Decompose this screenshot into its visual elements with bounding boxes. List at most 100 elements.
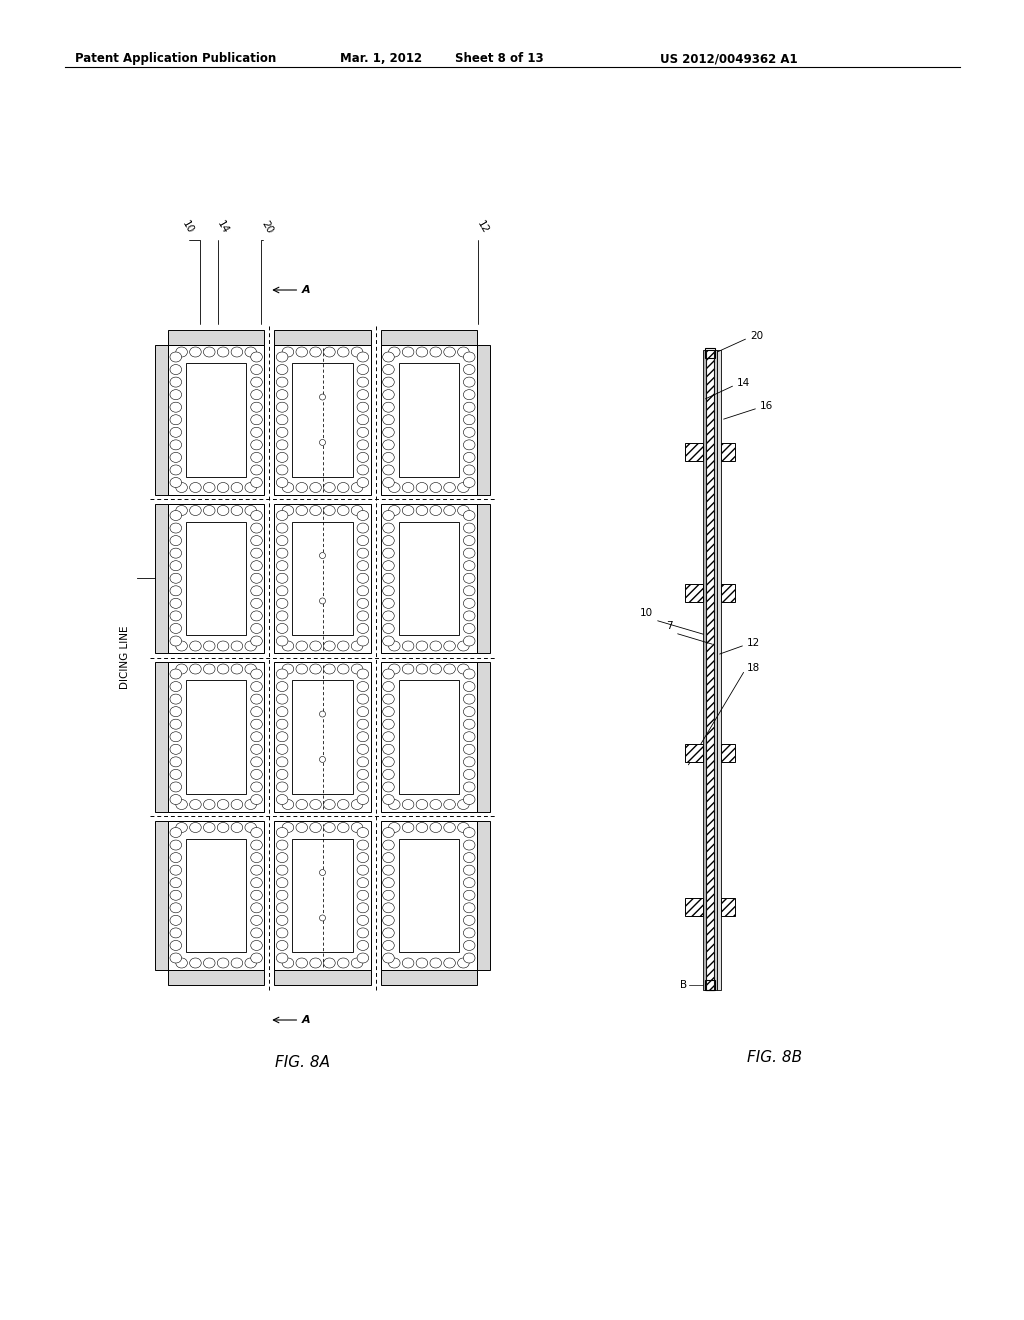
Ellipse shape — [189, 347, 202, 356]
Ellipse shape — [170, 523, 181, 533]
Ellipse shape — [251, 915, 262, 925]
Ellipse shape — [464, 781, 475, 792]
Ellipse shape — [251, 781, 262, 792]
Ellipse shape — [170, 770, 181, 779]
Ellipse shape — [338, 664, 349, 675]
Circle shape — [319, 553, 326, 558]
Bar — [685, 585, 703, 602]
Text: Patent Application Publication: Patent Application Publication — [75, 51, 276, 65]
Ellipse shape — [464, 465, 475, 475]
Ellipse shape — [458, 664, 469, 675]
Ellipse shape — [283, 800, 294, 809]
Ellipse shape — [324, 664, 335, 675]
Ellipse shape — [383, 669, 394, 678]
Ellipse shape — [324, 506, 335, 516]
Ellipse shape — [170, 352, 181, 362]
Ellipse shape — [276, 940, 288, 950]
Ellipse shape — [170, 623, 181, 634]
Bar — [168, 330, 264, 345]
Ellipse shape — [464, 706, 475, 717]
Ellipse shape — [464, 903, 475, 913]
Ellipse shape — [443, 642, 456, 651]
Bar — [721, 444, 735, 462]
Ellipse shape — [402, 958, 414, 968]
Ellipse shape — [458, 800, 469, 809]
Ellipse shape — [383, 770, 394, 779]
Ellipse shape — [276, 440, 288, 450]
Ellipse shape — [170, 389, 181, 400]
Text: 14: 14 — [737, 378, 751, 388]
Ellipse shape — [189, 822, 202, 833]
Ellipse shape — [276, 511, 288, 520]
Ellipse shape — [357, 756, 369, 767]
Ellipse shape — [276, 403, 288, 412]
Ellipse shape — [464, 440, 475, 450]
Ellipse shape — [430, 642, 441, 651]
Ellipse shape — [357, 511, 369, 520]
Ellipse shape — [170, 928, 181, 939]
Ellipse shape — [351, 506, 362, 516]
Text: 12: 12 — [475, 219, 490, 235]
Ellipse shape — [383, 756, 394, 767]
Ellipse shape — [251, 940, 262, 950]
Ellipse shape — [383, 611, 394, 620]
Ellipse shape — [170, 536, 181, 545]
Ellipse shape — [383, 453, 394, 462]
Ellipse shape — [357, 795, 369, 804]
Bar — [274, 821, 371, 970]
Ellipse shape — [351, 800, 362, 809]
Ellipse shape — [251, 731, 262, 742]
Ellipse shape — [189, 958, 202, 968]
Circle shape — [319, 440, 326, 445]
Ellipse shape — [351, 483, 362, 492]
Ellipse shape — [276, 611, 288, 620]
Ellipse shape — [276, 795, 288, 804]
Bar — [186, 363, 247, 477]
Ellipse shape — [357, 694, 369, 704]
Bar — [292, 521, 352, 635]
Ellipse shape — [357, 453, 369, 462]
Ellipse shape — [231, 347, 243, 356]
Ellipse shape — [430, 483, 441, 492]
Ellipse shape — [251, 770, 262, 779]
Ellipse shape — [464, 453, 475, 462]
Ellipse shape — [170, 465, 181, 475]
Ellipse shape — [251, 744, 262, 754]
Ellipse shape — [276, 681, 288, 692]
Text: 14: 14 — [215, 219, 230, 235]
Bar — [155, 503, 168, 653]
Ellipse shape — [357, 865, 369, 875]
Ellipse shape — [430, 958, 441, 968]
Ellipse shape — [276, 828, 288, 837]
Bar — [685, 444, 703, 462]
Ellipse shape — [383, 928, 394, 939]
Ellipse shape — [296, 800, 307, 809]
Ellipse shape — [217, 664, 229, 675]
Ellipse shape — [430, 506, 441, 516]
Ellipse shape — [383, 623, 394, 634]
Ellipse shape — [170, 428, 181, 437]
Ellipse shape — [383, 681, 394, 692]
Ellipse shape — [296, 642, 307, 651]
Ellipse shape — [357, 428, 369, 437]
Bar — [685, 898, 703, 916]
Bar — [274, 503, 371, 653]
Ellipse shape — [416, 506, 428, 516]
Ellipse shape — [464, 548, 475, 558]
Ellipse shape — [464, 795, 475, 804]
Ellipse shape — [357, 378, 369, 387]
Ellipse shape — [464, 840, 475, 850]
Ellipse shape — [170, 414, 181, 425]
Ellipse shape — [464, 731, 475, 742]
Bar — [186, 838, 247, 952]
Ellipse shape — [402, 483, 414, 492]
Ellipse shape — [383, 719, 394, 729]
Ellipse shape — [251, 681, 262, 692]
Ellipse shape — [189, 800, 202, 809]
Ellipse shape — [357, 719, 369, 729]
Ellipse shape — [388, 664, 400, 675]
Ellipse shape — [357, 681, 369, 692]
Ellipse shape — [217, 822, 229, 833]
Bar — [292, 363, 352, 477]
Ellipse shape — [176, 958, 187, 968]
